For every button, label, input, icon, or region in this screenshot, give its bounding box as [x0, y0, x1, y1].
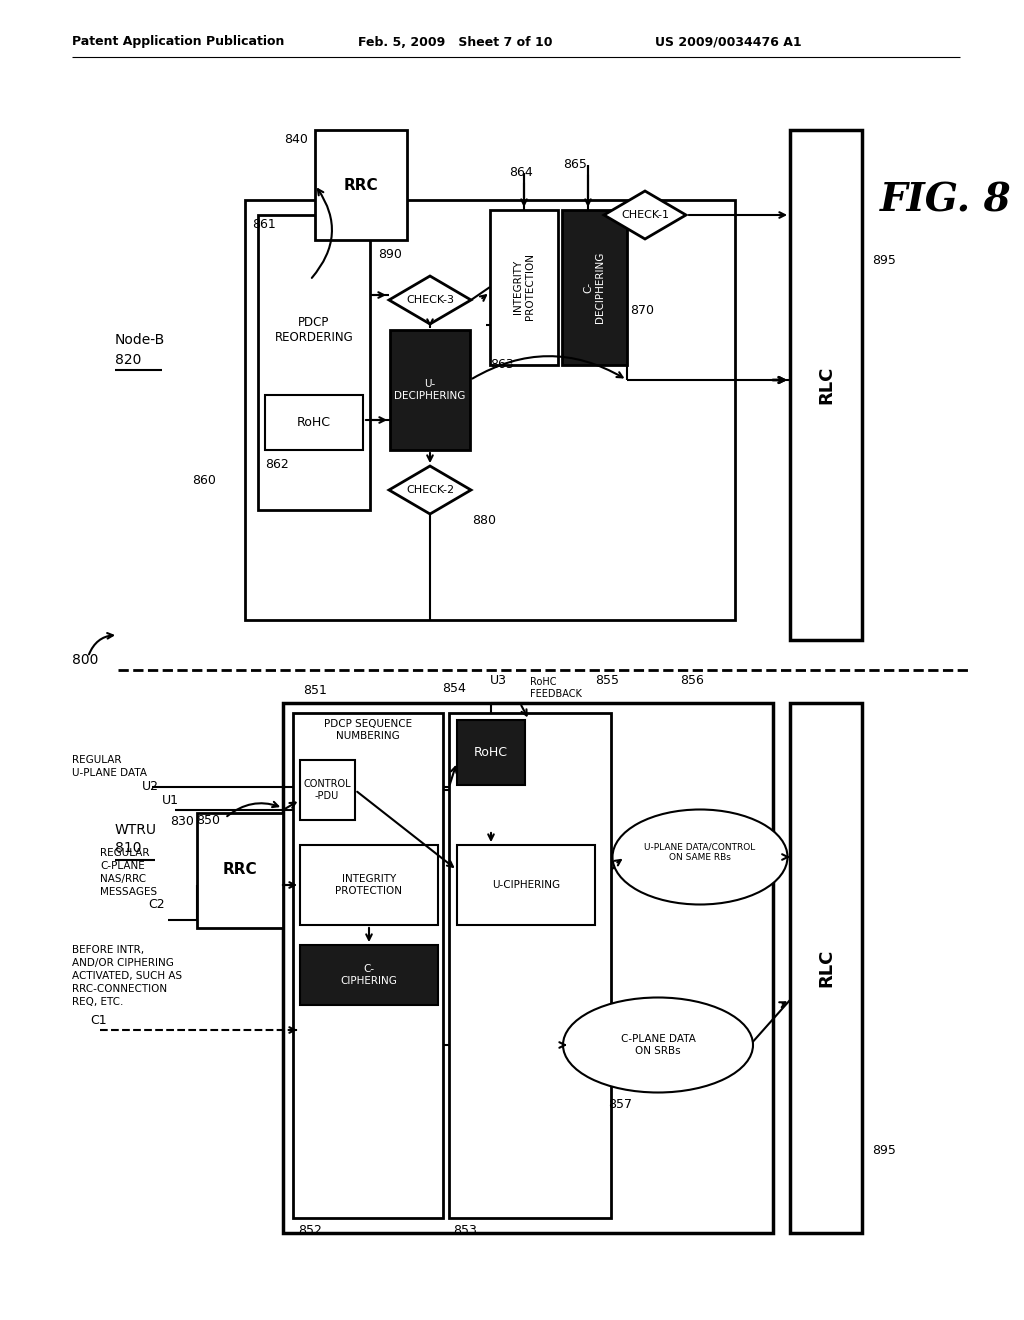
- Text: 861: 861: [252, 218, 275, 231]
- Text: 862: 862: [265, 458, 289, 471]
- Ellipse shape: [612, 809, 787, 904]
- Text: FIG. 8: FIG. 8: [880, 181, 1012, 219]
- Text: NAS/RRC: NAS/RRC: [100, 874, 146, 884]
- Bar: [300, 760, 355, 820]
- Text: RLC: RLC: [817, 949, 835, 987]
- Bar: [790, 704, 862, 1233]
- Text: 880: 880: [472, 513, 496, 527]
- Text: 860: 860: [193, 474, 216, 487]
- Bar: [293, 713, 443, 1218]
- Text: C2: C2: [148, 899, 165, 912]
- Text: 895: 895: [872, 253, 896, 267]
- Bar: [300, 945, 438, 1005]
- Text: RoHC: RoHC: [474, 746, 508, 759]
- Text: REGULAR: REGULAR: [72, 755, 122, 766]
- Text: AND/OR CIPHERING: AND/OR CIPHERING: [72, 958, 174, 968]
- Bar: [457, 845, 595, 925]
- Bar: [449, 713, 611, 1218]
- Text: PDCP SEQUENCE
NUMBERING: PDCP SEQUENCE NUMBERING: [324, 719, 412, 741]
- Text: US 2009/0034476 A1: US 2009/0034476 A1: [655, 36, 802, 49]
- Text: Patent Application Publication: Patent Application Publication: [72, 36, 285, 49]
- Text: C-PLANE DATA
ON SRBs: C-PLANE DATA ON SRBs: [621, 1034, 695, 1056]
- Text: C-
DECIPHERING: C- DECIPHERING: [584, 251, 605, 322]
- Text: 850: 850: [196, 813, 220, 826]
- Text: 864: 864: [509, 166, 532, 180]
- Bar: [197, 813, 283, 928]
- Text: U-PLANE DATA: U-PLANE DATA: [72, 768, 147, 777]
- Text: C-PLANE: C-PLANE: [100, 861, 144, 871]
- Text: 852: 852: [298, 1224, 322, 1237]
- Text: 855: 855: [595, 673, 618, 686]
- Text: BEFORE INTR,: BEFORE INTR,: [72, 945, 144, 954]
- Text: C-
CIPHERING: C- CIPHERING: [341, 964, 397, 986]
- Text: RoHC: RoHC: [297, 416, 331, 429]
- Text: 857: 857: [608, 1098, 632, 1111]
- Text: 890: 890: [378, 248, 401, 261]
- Ellipse shape: [563, 998, 753, 1093]
- Text: U3: U3: [490, 673, 507, 686]
- Polygon shape: [389, 466, 471, 513]
- Bar: [490, 210, 558, 366]
- Text: CHECK-3: CHECK-3: [406, 294, 454, 305]
- Text: 870: 870: [630, 304, 654, 317]
- Text: CONTROL
-PDU: CONTROL -PDU: [303, 779, 351, 801]
- Text: CHECK-1: CHECK-1: [621, 210, 669, 220]
- Text: CHECK-2: CHECK-2: [406, 484, 454, 495]
- Bar: [790, 129, 862, 640]
- Text: 865: 865: [563, 158, 587, 172]
- Text: 851: 851: [303, 684, 327, 697]
- Text: RRC: RRC: [222, 862, 257, 878]
- Bar: [283, 704, 773, 1233]
- Text: 856: 856: [680, 673, 703, 686]
- Text: U1: U1: [162, 793, 179, 807]
- Text: REQ, ETC.: REQ, ETC.: [72, 997, 123, 1007]
- Text: 895: 895: [872, 1143, 896, 1156]
- Bar: [562, 210, 627, 366]
- Text: 810: 810: [115, 841, 141, 855]
- Polygon shape: [604, 191, 686, 239]
- Text: INTEGRITY
PROTECTION: INTEGRITY PROTECTION: [513, 253, 535, 321]
- Bar: [245, 201, 735, 620]
- Text: ACTIVATED, SUCH AS: ACTIVATED, SUCH AS: [72, 972, 182, 981]
- Text: U-PLANE DATA/CONTROL
ON SAME RBs: U-PLANE DATA/CONTROL ON SAME RBs: [644, 842, 756, 862]
- Bar: [390, 330, 470, 450]
- Bar: [457, 719, 525, 785]
- Text: RLC: RLC: [817, 366, 835, 404]
- Text: REGULAR: REGULAR: [100, 847, 150, 858]
- Bar: [315, 129, 407, 240]
- Text: Feb. 5, 2009   Sheet 7 of 10: Feb. 5, 2009 Sheet 7 of 10: [358, 36, 553, 49]
- Text: 820: 820: [115, 352, 141, 367]
- Bar: [265, 395, 362, 450]
- Text: RoHC
FEEDBACK: RoHC FEEDBACK: [530, 677, 582, 698]
- Text: MESSAGES: MESSAGES: [100, 887, 157, 898]
- Text: U2: U2: [142, 780, 159, 792]
- Text: 853: 853: [453, 1224, 477, 1237]
- Text: RRC-CONNECTION: RRC-CONNECTION: [72, 983, 167, 994]
- Polygon shape: [389, 276, 471, 323]
- Text: INTEGRITY
PROTECTION: INTEGRITY PROTECTION: [336, 874, 402, 896]
- Text: Node-B: Node-B: [115, 333, 165, 347]
- Text: WTRU: WTRU: [115, 822, 157, 837]
- Text: 840: 840: [284, 133, 308, 147]
- Text: 854: 854: [442, 681, 466, 694]
- Bar: [258, 215, 370, 510]
- Text: 863: 863: [490, 359, 514, 371]
- Text: RRC: RRC: [344, 177, 378, 193]
- Text: 830: 830: [170, 814, 194, 828]
- Text: 800: 800: [72, 653, 98, 667]
- Text: U-CIPHERING: U-CIPHERING: [492, 880, 560, 890]
- Text: U-
DECIPHERING: U- DECIPHERING: [394, 379, 466, 401]
- Text: C1: C1: [90, 1014, 106, 1027]
- Text: PDCP
REORDERING: PDCP REORDERING: [274, 315, 353, 345]
- Bar: [300, 845, 438, 925]
